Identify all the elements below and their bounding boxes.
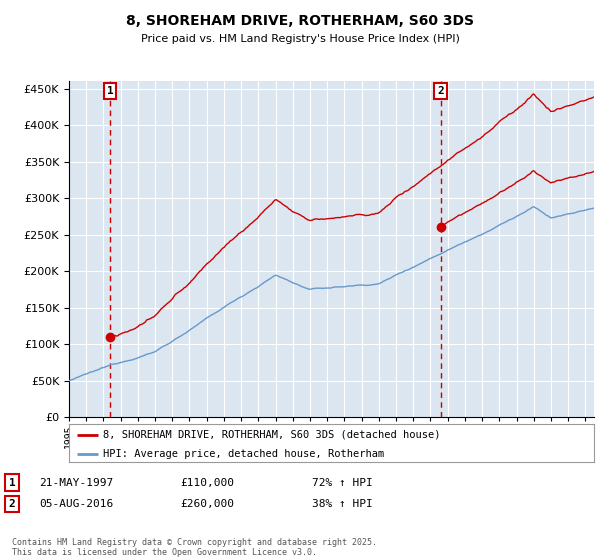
Text: 8, SHOREHAM DRIVE, ROTHERHAM, S60 3DS (detached house): 8, SHOREHAM DRIVE, ROTHERHAM, S60 3DS (d…	[103, 430, 440, 440]
Text: 05-AUG-2016: 05-AUG-2016	[39, 499, 113, 509]
Text: 38% ↑ HPI: 38% ↑ HPI	[312, 499, 373, 509]
Text: 1: 1	[8, 478, 16, 488]
Text: HPI: Average price, detached house, Rotherham: HPI: Average price, detached house, Roth…	[103, 449, 385, 459]
Text: £110,000: £110,000	[180, 478, 234, 488]
Text: Contains HM Land Registry data © Crown copyright and database right 2025.
This d: Contains HM Land Registry data © Crown c…	[12, 538, 377, 557]
Text: 21-MAY-1997: 21-MAY-1997	[39, 478, 113, 488]
Text: £260,000: £260,000	[180, 499, 234, 509]
Text: 72% ↑ HPI: 72% ↑ HPI	[312, 478, 373, 488]
Text: 2: 2	[437, 86, 444, 96]
Text: 8, SHOREHAM DRIVE, ROTHERHAM, S60 3DS: 8, SHOREHAM DRIVE, ROTHERHAM, S60 3DS	[126, 14, 474, 28]
Text: 1: 1	[107, 86, 113, 96]
Text: Price paid vs. HM Land Registry's House Price Index (HPI): Price paid vs. HM Land Registry's House …	[140, 34, 460, 44]
Text: 2: 2	[8, 499, 16, 509]
